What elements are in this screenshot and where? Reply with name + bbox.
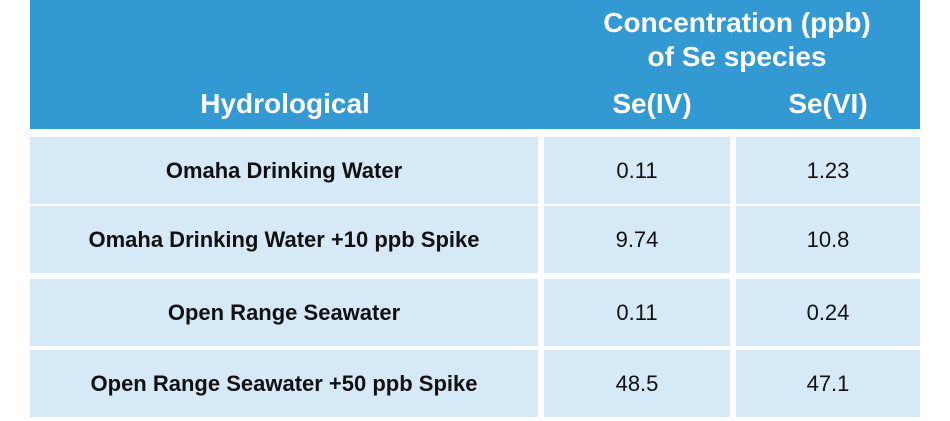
se4-value-cell: 48.5 (544, 350, 730, 417)
se6-value-cell: 47.1 (736, 350, 920, 417)
concentration-group-header: Concentration (ppb) of Se species (554, 6, 920, 74)
column-header-se4: Se(IV) (612, 88, 692, 119)
column-header-se6: Se(VI) (788, 88, 868, 119)
table-row: Open Range Seawater 0.11 0.24 (30, 279, 920, 346)
table-row: Omaha Drinking Water +10 ppb Spike 9.74 … (30, 206, 920, 273)
se6-value-cell: 0.24 (736, 279, 920, 346)
table-header: Concentration (ppb) of Se species Hydrol… (30, 0, 920, 129)
table-row: Open Range Seawater +50 ppb Spike 48.5 4… (30, 350, 920, 417)
sample-name-cell: Open Range Seawater +50 ppb Spike (30, 350, 538, 417)
sample-name-cell: Omaha Drinking Water +10 ppb Spike (30, 206, 538, 273)
group-header-line1: Concentration (ppb) (603, 7, 871, 38)
sample-name-cell: Omaha Drinking Water (30, 137, 538, 204)
sample-name-cell: Open Range Seawater (30, 279, 538, 346)
group-header-line2: of Se species (647, 41, 827, 72)
se6-value-cell: 10.8 (736, 206, 920, 273)
table-row: Omaha Drinking Water 0.11 1.23 (30, 137, 920, 204)
se4-value-cell: 0.11 (544, 137, 730, 204)
se6-value-cell: 1.23 (736, 137, 920, 204)
selenium-concentration-table: Concentration (ppb) of Se species Hydrol… (30, 0, 920, 421)
se4-value-cell: 9.74 (544, 206, 730, 273)
column-header-hydrological: Hydrological (200, 88, 370, 119)
se4-value-cell: 0.11 (544, 279, 730, 346)
